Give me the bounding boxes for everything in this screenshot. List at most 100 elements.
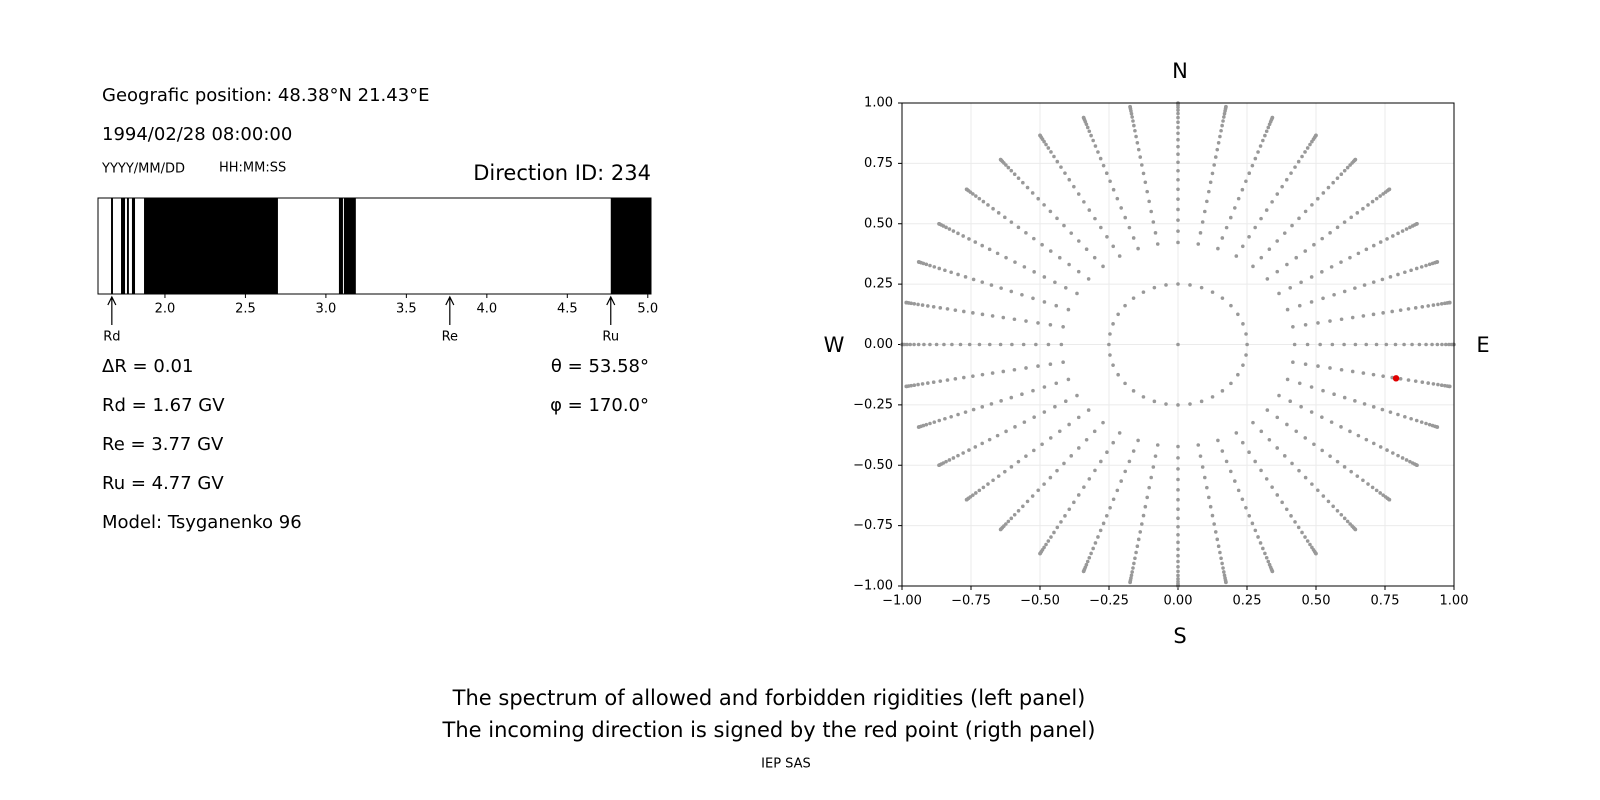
direction-dot (1016, 508, 1021, 513)
direction-dot (1312, 442, 1316, 447)
direction-dot (1240, 187, 1245, 192)
direction-dot (1066, 377, 1071, 382)
direction-dot (1285, 307, 1290, 312)
direction-dot (1403, 414, 1407, 419)
direction-dot (1259, 429, 1264, 434)
direction-dot (1245, 342, 1249, 347)
direction-dot (1282, 454, 1287, 458)
direction-dot (1119, 479, 1123, 483)
direction-dot (1312, 242, 1316, 247)
direction-dot (1199, 399, 1204, 404)
direction-dot (1222, 111, 1227, 116)
direction-dot (1111, 497, 1116, 502)
direction-dot (1275, 446, 1280, 450)
direction-dot (1196, 443, 1201, 447)
direction-dot (1378, 194, 1382, 198)
date-format: YYYY/MM/DD (101, 162, 185, 177)
direction-dot (1381, 374, 1385, 378)
direction-dot (1032, 236, 1036, 241)
direction-dot (1089, 133, 1093, 138)
direction-dot (967, 448, 971, 452)
direction-dot (1264, 477, 1269, 481)
direction-dot (1326, 185, 1331, 190)
direction-dot (1424, 263, 1428, 268)
direction-dot (1111, 244, 1116, 249)
direction-dot (1176, 144, 1180, 149)
direction-dot (1309, 300, 1314, 304)
direction-dot (1096, 535, 1100, 539)
x-tick-label: 5.0 (637, 302, 658, 317)
direction-dot (1147, 199, 1151, 204)
direction-dot (1378, 491, 1382, 495)
direction-dot (1424, 421, 1428, 426)
plot-frame (901, 102, 1455, 587)
direction-dot (1244, 179, 1248, 184)
direction-dot (1067, 177, 1072, 182)
direction-dot (1264, 208, 1269, 212)
direction-dot (1022, 265, 1027, 269)
direction-dot (1141, 513, 1146, 518)
y-tick-label: 0.00 (864, 337, 893, 352)
direction-dot (1256, 535, 1260, 539)
direction-dot (1111, 322, 1115, 326)
direction-dot (1321, 494, 1326, 498)
direction-dot (1234, 254, 1239, 258)
direction-dot (1052, 530, 1056, 535)
direction-dot (977, 196, 982, 201)
direction-dot (1205, 485, 1209, 490)
direction-dot (1164, 402, 1168, 406)
direction-dot (1004, 429, 1008, 434)
direction-dot (1294, 255, 1299, 260)
direction-dot (934, 342, 939, 347)
direction-dot (990, 371, 995, 375)
direction-dot (1087, 477, 1092, 481)
direction-dot (1247, 513, 1252, 518)
direction-dot (1291, 324, 1295, 329)
direction-dot (1093, 144, 1098, 148)
direction-dot (938, 379, 943, 383)
direction-dot (1406, 378, 1411, 382)
direction-dot (1420, 380, 1425, 384)
direction-dot (1133, 128, 1137, 133)
direction-dot (1234, 431, 1239, 435)
direction-dot (1284, 507, 1289, 512)
direction-dot (1203, 475, 1207, 480)
direction-dot (1042, 410, 1047, 414)
direction-dot (1362, 402, 1367, 406)
direction-dot (1089, 551, 1093, 556)
direction-dot (1218, 550, 1222, 555)
direction-dot (1210, 290, 1215, 294)
direction-dot (1297, 303, 1302, 308)
direction-dot (1082, 485, 1086, 489)
direction-dot (1143, 504, 1148, 509)
direction-dot (1176, 177, 1180, 182)
direction-dot (1380, 407, 1385, 412)
direction-dot (1259, 255, 1264, 260)
direction-dot (1431, 382, 1436, 386)
direction-dot (1259, 468, 1263, 473)
direction-dot (996, 474, 1001, 478)
direction-dot (1155, 242, 1160, 246)
direction-dot (931, 305, 936, 309)
direction-dot (974, 194, 978, 198)
direction-dot (1430, 342, 1434, 347)
marker-label: Re (442, 330, 458, 345)
caption: The incoming direction is signed by the … (442, 718, 1096, 742)
direction-dot (1084, 437, 1089, 442)
direction-dot (1176, 573, 1180, 578)
direction-dot (1115, 196, 1120, 201)
forbidden-band (111, 198, 113, 294)
direction-dot (1414, 266, 1419, 271)
y-tick-label: 1.00 (864, 96, 893, 111)
direction-dot (1024, 454, 1028, 458)
direction-dot (1297, 468, 1301, 473)
direction-dot (1299, 280, 1303, 285)
direction-dot (1263, 133, 1267, 138)
direction-dot (1328, 319, 1332, 323)
direction-dot (904, 300, 908, 305)
direction-dot (1003, 215, 1007, 220)
direction-dot (1332, 292, 1336, 297)
direction-dot (1046, 342, 1051, 347)
direction-dot (1241, 322, 1245, 326)
direction-dot (1289, 171, 1293, 175)
